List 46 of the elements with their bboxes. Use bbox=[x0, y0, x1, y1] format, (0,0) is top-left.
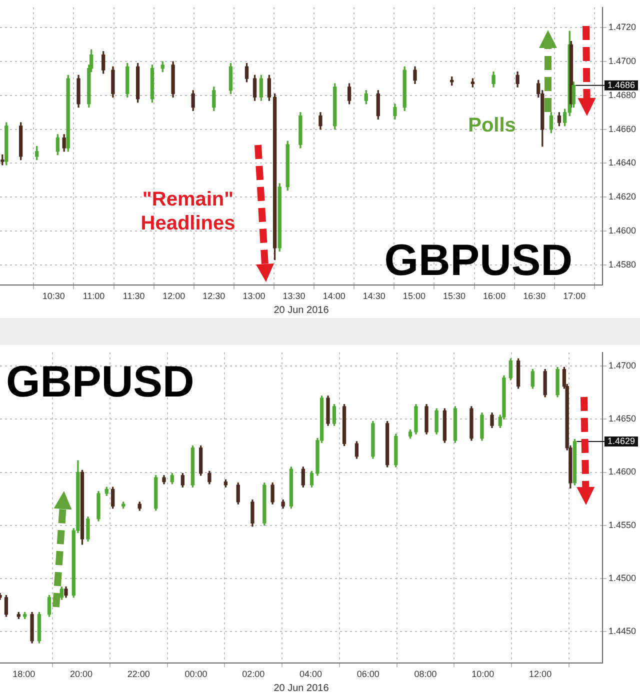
annotation: Polls bbox=[468, 114, 516, 137]
x-tick-label: 12:30 bbox=[202, 291, 226, 302]
y-tick-label: 1.4600 bbox=[608, 466, 636, 477]
y-tick-label: 1.4620 bbox=[608, 192, 636, 202]
x-tick-label: 18:00 bbox=[12, 669, 36, 680]
y-tick-label: 1.4450 bbox=[608, 626, 636, 636]
x-tick-label: 12:00 bbox=[529, 669, 552, 680]
x-tick-label: 11:30 bbox=[122, 291, 145, 302]
y-tick-label: 1.4550 bbox=[608, 520, 636, 530]
x-tick-label: 00:00 bbox=[184, 669, 208, 680]
y-tick-label: 1.4650 bbox=[608, 414, 636, 424]
y-tick-label: 1.4720 bbox=[608, 22, 636, 32]
x-tick-label: 16:30 bbox=[523, 291, 546, 302]
x-tick-label: 04:00 bbox=[300, 669, 322, 680]
y-tick-label: 1.4700 bbox=[608, 56, 636, 66]
annotation: "Remain" Headlines bbox=[140, 188, 236, 235]
y-tick-label: 1.4600 bbox=[608, 225, 636, 236]
x-tick-label: 10:30 bbox=[42, 291, 65, 302]
x-tick-label: 08:00 bbox=[414, 669, 437, 680]
annotation: 1.4686 bbox=[607, 80, 636, 90]
text: GBPUSD bbox=[384, 236, 572, 286]
x-tick-label: 14:00 bbox=[322, 291, 346, 302]
annotation: 1.4629 bbox=[607, 436, 636, 446]
x-tick-label: 10:00 bbox=[472, 669, 494, 680]
x-tick-label: 12:00 bbox=[162, 291, 186, 302]
x-tick-label: 15:00 bbox=[402, 291, 426, 302]
y-tick-label: 1.4580 bbox=[608, 259, 636, 270]
y-tick-label: 1.4700 bbox=[608, 360, 636, 371]
x-axis-title: 20 Jun 2016 bbox=[274, 682, 330, 694]
x-tick-label: 15:30 bbox=[442, 291, 466, 302]
y-tick-label: 1.4640 bbox=[608, 158, 636, 168]
x-tick-label: 13:30 bbox=[282, 291, 306, 302]
y-tick-label: 1.4500 bbox=[608, 572, 636, 583]
y-tick-label: 1.4660 bbox=[608, 124, 636, 134]
x-tick-label: 14:30 bbox=[362, 291, 386, 302]
x-tick-label: 13:00 bbox=[242, 291, 266, 302]
x-tick-label: 02:00 bbox=[242, 669, 265, 680]
chart-title: GBPUSD bbox=[6, 357, 194, 406]
x-tick-label: 17:00 bbox=[563, 291, 586, 302]
x-tick-label: 16:00 bbox=[483, 291, 506, 302]
x-tick-label: 22:00 bbox=[127, 669, 150, 680]
x-tick-label: 20:00 bbox=[70, 669, 93, 680]
x-tick-label: 11:00 bbox=[82, 291, 105, 302]
y-tick-label: 1.4680 bbox=[608, 90, 636, 100]
x-axis-title: 20 Jun 2016 bbox=[274, 304, 330, 316]
x-tick-label: 06:00 bbox=[356, 669, 380, 680]
